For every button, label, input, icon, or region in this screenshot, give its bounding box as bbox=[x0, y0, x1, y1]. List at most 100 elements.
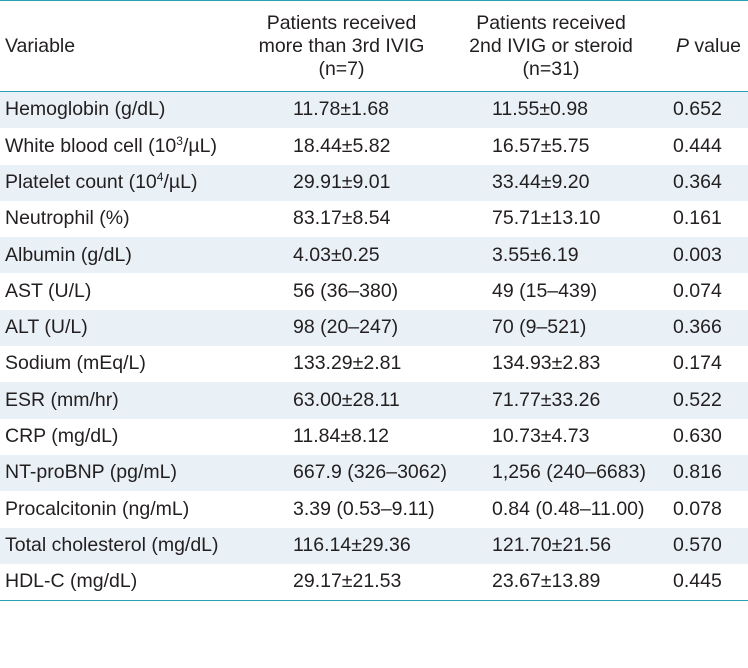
row-label: ESR (mm/hr) bbox=[0, 388, 250, 411]
table-row: NT-proBNP (pg/mL) 667.9 (326–3062) 1,256 (… bbox=[0, 454, 748, 492]
row-group1-value: 29.91±9.01 bbox=[293, 170, 391, 193]
header-group2: Patients received 2nd IVIG or steroid (n… bbox=[433, 12, 669, 81]
row-label-text: AST (U/L) bbox=[5, 279, 92, 302]
table-row: ALT (U/L) 98 (20–247) 70 (9–521) 0.366 bbox=[0, 309, 748, 347]
row-label-text: Total cholesterol (mg/dL) bbox=[5, 533, 219, 556]
row-pvalue: 0.174 bbox=[673, 352, 722, 375]
row-label-text: HDL-C (mg/dL) bbox=[5, 570, 138, 593]
row-pvalue: 0.366 bbox=[673, 316, 722, 339]
row-pvalue: 0.630 bbox=[673, 425, 722, 448]
lab-table: Variable Patients received more than 3rd… bbox=[0, 0, 748, 602]
row-group2-value: 3.55±6.19 bbox=[492, 243, 579, 266]
table-row: CRP (mg/dL) 11.84±8.12 10.73±4.73 0.630 bbox=[0, 419, 748, 455]
row-label-text: Neutrophil (%) bbox=[5, 207, 130, 230]
row-group2-value: 23.67±13.89 bbox=[492, 570, 601, 593]
row-pvalue: 0.074 bbox=[673, 279, 722, 302]
row-label: Albumin (g/dL) bbox=[0, 243, 250, 266]
row-group1-value: 11.78±1.68 bbox=[293, 98, 390, 121]
row-group1-value: 116.14±29.36 bbox=[293, 533, 411, 556]
table-row: Hemoglobin (g/dL) 11.78±1.68 11.55±0.98 0.6… bbox=[0, 92, 748, 129]
row-label-exponent: 3 bbox=[176, 133, 183, 148]
header-group1: Patients received more than 3rd IVIG (n=… bbox=[250, 12, 433, 81]
table-row: AST (U/L) 56 (36–380) 49 (15–439) 0.074 bbox=[0, 273, 748, 309]
row-group1-value: 56 (36–380) bbox=[293, 279, 399, 302]
row-label-text: NT-proBNP (pg/mL) bbox=[5, 461, 177, 484]
row-group2-value: 11.55±0.98 bbox=[492, 98, 589, 121]
row-group2-value: 10.73±4.73 bbox=[492, 425, 590, 448]
header-group1-line1: Patients received bbox=[266, 11, 417, 34]
row-label: Sodium (mEq/L) bbox=[0, 354, 250, 374]
row-pvalue: 0.078 bbox=[673, 497, 722, 520]
row-pvalue: 0.444 bbox=[673, 134, 722, 157]
header-group2-line3: (n=31) bbox=[522, 57, 580, 80]
row-label-text: ESR (mm/hr) bbox=[5, 388, 119, 411]
row-label-text: ALT (U/L) bbox=[5, 316, 88, 339]
row-label-text: Procalcitonin (ng/mL) bbox=[5, 497, 190, 520]
row-group2-value: 71.77±33.26 bbox=[492, 388, 601, 411]
row-label-unit: /µL) bbox=[182, 134, 217, 157]
table-row: White blood cell (103/µL) 18.44±5.82 16.57… bbox=[0, 128, 748, 164]
header-group2-line1: Patients received bbox=[476, 11, 626, 34]
row-pvalue: 0.364 bbox=[673, 170, 722, 193]
row-label: Total cholesterol (mg/dL) bbox=[0, 533, 250, 556]
row-label: NT-proBNP (pg/mL) bbox=[0, 463, 250, 483]
row-group1-value: 63.00±28.11 bbox=[293, 388, 400, 411]
row-group2-value: 0.84 (0.48–11.00) bbox=[492, 497, 645, 520]
row-label: Procalcitonin (ng/mL) bbox=[0, 497, 250, 520]
header-pvalue-rest: value bbox=[688, 34, 742, 57]
row-label-exponent: 4 bbox=[156, 169, 164, 184]
table-row: HDL-C (mg/dL) 29.17±21.53 23.67±13.89 0.445 bbox=[0, 564, 748, 600]
table-body: Hemoglobin (g/dL) 11.78±1.68 11.55±0.98 0.6… bbox=[0, 92, 748, 600]
row-label: Platelet count (104/µL) bbox=[0, 169, 250, 193]
table-row: Platelet count (104/µL) 29.91±9.01 33.44±9… bbox=[0, 164, 748, 201]
table-header: Variable Patients received more than 3rd… bbox=[0, 1, 748, 92]
row-label-text: Sodium (mEq/L) bbox=[5, 352, 146, 375]
header-group1-line2: more than 3rd IVIG bbox=[258, 34, 425, 57]
row-label-text: Platelet count (10 bbox=[5, 170, 157, 193]
row-group2-value: 33.44±9.20 bbox=[492, 170, 590, 193]
row-label: White blood cell (103/µL) bbox=[0, 133, 250, 157]
row-group1-value: 18.44±5.82 bbox=[293, 134, 391, 157]
row-group1-value: 11.84±8.12 bbox=[293, 425, 390, 448]
row-pvalue: 0.003 bbox=[673, 243, 722, 266]
row-group2-value: 1,256 (240–6683) bbox=[492, 461, 646, 484]
row-group1-value: 133.29±2.81 bbox=[293, 352, 402, 375]
row-pvalue: 0.652 bbox=[673, 98, 722, 121]
row-label: HDL-C (mg/dL) bbox=[0, 572, 250, 592]
table-row: Total cholesterol (mg/dL) 116.14±29.36 121… bbox=[0, 527, 748, 564]
row-group1-value: 83.17±8.54 bbox=[293, 207, 391, 230]
row-pvalue: 0.161 bbox=[673, 207, 722, 230]
row-pvalue: 0.570 bbox=[673, 533, 722, 556]
header-pvalue: P value bbox=[669, 35, 748, 58]
row-group2-value: 134.93±2.83 bbox=[492, 352, 601, 375]
row-label-unit: /µL) bbox=[163, 170, 198, 193]
row-label: CRP (mg/dL) bbox=[0, 425, 250, 448]
row-group1-value: 29.17±21.53 bbox=[293, 570, 402, 593]
row-label-text: CRP (mg/dL) bbox=[5, 425, 119, 448]
row-group1-value: 4.03±0.25 bbox=[293, 243, 380, 266]
row-pvalue: 0.522 bbox=[673, 388, 722, 411]
header-variable: Variable bbox=[5, 34, 76, 57]
row-group2-value: 16.57±5.75 bbox=[492, 134, 590, 157]
table-row: Sodium (mEq/L) 133.29±2.81 134.93±2.83 0.17… bbox=[0, 346, 748, 382]
row-label-text: Albumin (g/dL) bbox=[5, 243, 132, 266]
row-pvalue: 0.816 bbox=[673, 461, 722, 484]
row-group2-value: 49 (15–439) bbox=[492, 279, 598, 302]
row-group1-value: 3.39 (0.53–9.11) bbox=[293, 497, 435, 520]
row-label-text: Hemoglobin (g/dL) bbox=[5, 98, 166, 121]
table-row: Procalcitonin (ng/mL) 3.39 (0.53–9.11) 0.8… bbox=[0, 491, 748, 527]
row-group2-value: 75.71±13.10 bbox=[492, 207, 601, 230]
row-group2-value: 70 (9–521) bbox=[492, 316, 587, 339]
row-label-text: White blood cell (10 bbox=[5, 134, 177, 157]
row-label: Neutrophil (%) bbox=[0, 209, 250, 229]
table-row: Neutrophil (%) 83.17±8.54 75.71±13.10 0.161 bbox=[0, 201, 748, 237]
table-row: ESR (mm/hr) 63.00±28.11 71.77±33.26 0.522 bbox=[0, 382, 748, 419]
header-pvalue-italic: P bbox=[675, 34, 689, 57]
row-label: Hemoglobin (g/dL) bbox=[0, 100, 250, 120]
row-label: AST (U/L) bbox=[0, 279, 250, 302]
table-row: Albumin (g/dL) 4.03±0.25 3.55±6.19 0.003 bbox=[0, 237, 748, 274]
header-group1-line3: (n=7) bbox=[318, 57, 365, 80]
header-group2-line2: 2nd IVIG or steroid bbox=[469, 34, 633, 57]
row-label: ALT (U/L) bbox=[0, 316, 250, 339]
row-group2-value: 121.70±21.56 bbox=[492, 533, 612, 556]
